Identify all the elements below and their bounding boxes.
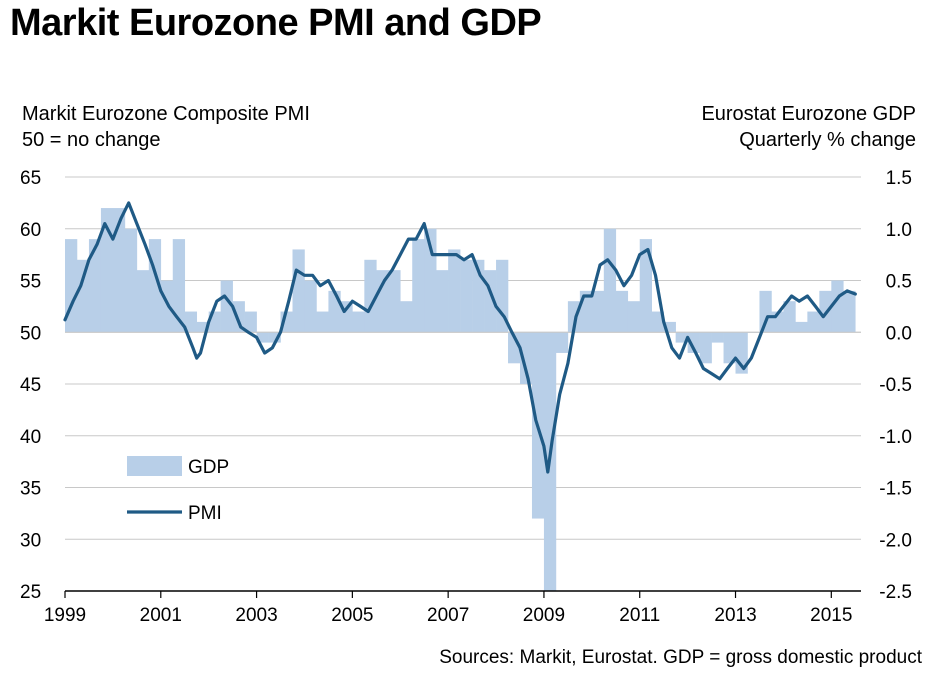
gdp-bars	[65, 208, 856, 591]
left-tick-label: 45	[20, 375, 41, 396]
gdp-bar	[843, 290, 856, 333]
gdp-bar	[807, 311, 820, 333]
chart-title: Markit Eurozone PMI and GDP	[10, 2, 542, 44]
gdp-bar	[244, 311, 257, 333]
right-tick-label: -2.0	[879, 530, 912, 551]
left-tick-label: 65	[20, 168, 41, 189]
right-tick-label: 1.5	[886, 168, 912, 189]
x-tick-label: 2013	[714, 605, 756, 626]
gdp-bar	[496, 259, 509, 333]
source-note: Sources: Markit, Eurostat. GDP = gross d…	[439, 647, 922, 668]
right-axis-ticks: 1.5 1.0 0.5 0.0 -0.5 -1.0 -1.5 -2.0 -2.5	[879, 168, 912, 603]
gdp-bar	[76, 259, 90, 333]
gdp-bar	[160, 280, 174, 333]
right-axis-title-line1: Eurostat Eurozone GDP	[701, 103, 916, 125]
gdp-bar	[663, 321, 676, 333]
x-tick-label: 2011	[619, 605, 660, 626]
right-axis-title-line2: Quarterly % change	[739, 129, 916, 151]
legend-pmi-label: PMI	[188, 503, 222, 524]
gdp-bar	[723, 332, 736, 364]
gdp-bar	[519, 332, 533, 384]
right-tick-label: 1.0	[886, 220, 912, 241]
left-axis-title-line1: Markit Eurozone Composite PMI	[22, 103, 310, 125]
pmi-line	[63, 201, 857, 474]
right-tick-label: -2.5	[879, 582, 912, 603]
left-axis-title: Markit Eurozone Composite PMI 50 = no ch…	[22, 101, 310, 153]
gdp-bar	[591, 290, 605, 333]
left-tick-label: 50	[20, 323, 41, 344]
gdp-bar	[100, 208, 114, 333]
gdp-bar	[711, 332, 724, 343]
gdp-bar	[603, 228, 617, 333]
gdp-bar	[627, 301, 641, 333]
x-tick-label: 2009	[523, 605, 565, 626]
gdp-bar	[268, 332, 281, 343]
gdp-bar	[388, 270, 401, 333]
x-tick-label: 2001	[140, 605, 182, 626]
gdp-bar	[699, 332, 712, 364]
gdp-bar	[615, 290, 629, 333]
gdp-bar	[759, 290, 772, 333]
gdp-bar	[136, 270, 150, 333]
gdp-bar	[256, 332, 269, 343]
right-tick-label: -1.0	[879, 427, 912, 448]
left-axis-title-line2: 50 = no change	[22, 129, 161, 151]
legend-gdp-label: GDP	[188, 457, 229, 478]
gdp-bar	[364, 259, 377, 333]
gdp-bar	[675, 332, 688, 343]
left-tick-label: 40	[20, 427, 41, 448]
gdp-bar	[795, 321, 808, 333]
right-tick-label: 0.5	[886, 272, 912, 293]
gdp-bar	[88, 239, 102, 333]
gdp-bar	[783, 301, 796, 333]
right-tick-label: -1.5	[879, 479, 912, 500]
legend: GDP PMI	[127, 456, 229, 524]
gdp-bar	[639, 239, 653, 333]
x-tick-label: 2007	[427, 605, 469, 626]
x-axis-ticks: 1999 2001 2003 2005 2007 2009 2011 2013 2015	[44, 591, 852, 626]
left-tick-label: 25	[20, 582, 41, 603]
gdp-bar	[124, 228, 138, 333]
gdp-bar	[184, 311, 198, 333]
gdp-bar	[292, 249, 305, 333]
gdp-bar	[436, 270, 449, 333]
right-tick-label: -0.5	[879, 375, 912, 396]
x-tick-label: 2003	[235, 605, 277, 626]
gdp-bar	[460, 259, 473, 333]
gdp-bar	[448, 249, 461, 333]
gdp-bar	[376, 270, 389, 333]
left-tick-label: 30	[20, 530, 41, 551]
gdp-bar	[232, 301, 245, 333]
gdp-bar	[304, 280, 317, 333]
gdp-bar	[555, 332, 569, 353]
gdp-bar	[567, 301, 581, 333]
gdp-bar	[687, 332, 700, 353]
x-tick-label: 1999	[44, 605, 86, 626]
left-tick-label: 55	[20, 272, 41, 293]
x-tick-label: 2015	[810, 605, 852, 626]
gdp-bar	[352, 311, 365, 333]
left-tick-label: 60	[20, 220, 41, 241]
right-tick-label: 0.0	[886, 323, 912, 344]
gdp-bar	[112, 208, 126, 333]
gdp-bar	[316, 311, 329, 333]
gdp-bar	[400, 301, 413, 333]
left-axis-ticks: 65 60 55 50 45 40 35 30 25	[20, 168, 41, 603]
left-tick-label: 35	[20, 479, 41, 500]
gdp-bar	[172, 239, 186, 333]
gdp-bar	[651, 311, 664, 333]
gdp-bar	[412, 239, 425, 333]
right-axis-title: Eurostat Eurozone GDP Quarterly % change	[701, 101, 916, 153]
x-tick-label: 2005	[331, 605, 373, 626]
gdp-bar	[196, 321, 209, 333]
legend-gdp-swatch	[127, 456, 182, 476]
gdp-bar	[220, 280, 233, 333]
